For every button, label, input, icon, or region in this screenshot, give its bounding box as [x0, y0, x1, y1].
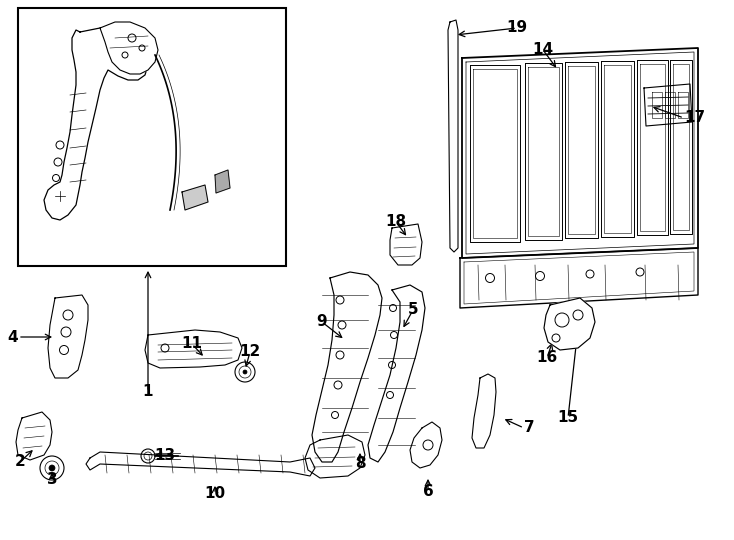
Text: 7: 7	[524, 421, 534, 435]
Polygon shape	[215, 170, 230, 193]
Text: 4: 4	[7, 329, 18, 345]
Polygon shape	[448, 20, 458, 252]
Text: 13: 13	[154, 448, 175, 462]
Text: 2: 2	[15, 455, 26, 469]
Polygon shape	[644, 84, 692, 126]
Text: 17: 17	[684, 111, 705, 125]
Polygon shape	[410, 422, 442, 468]
Polygon shape	[48, 295, 88, 378]
Text: 19: 19	[506, 21, 528, 36]
Polygon shape	[368, 285, 425, 462]
Polygon shape	[16, 412, 52, 460]
Text: 8: 8	[355, 456, 366, 471]
Text: 5: 5	[407, 302, 418, 318]
Polygon shape	[305, 435, 365, 478]
Polygon shape	[390, 224, 422, 265]
Polygon shape	[472, 374, 496, 448]
Circle shape	[40, 456, 64, 480]
Text: 9: 9	[316, 314, 327, 329]
Circle shape	[243, 370, 247, 374]
Text: 10: 10	[205, 487, 225, 502]
Polygon shape	[312, 272, 382, 462]
Bar	[18, 8, 286, 266]
Polygon shape	[86, 452, 315, 476]
Text: 12: 12	[239, 345, 261, 360]
Text: 6: 6	[423, 484, 433, 500]
Circle shape	[141, 449, 155, 463]
Circle shape	[49, 465, 55, 471]
Circle shape	[235, 362, 255, 382]
Polygon shape	[460, 248, 698, 308]
Text: 1: 1	[142, 384, 153, 400]
Polygon shape	[544, 298, 595, 350]
Text: 11: 11	[181, 336, 203, 352]
Text: 14: 14	[532, 43, 553, 57]
Polygon shape	[44, 28, 148, 220]
Text: 15: 15	[557, 410, 578, 426]
Polygon shape	[100, 22, 158, 74]
Text: 16: 16	[537, 350, 558, 366]
Text: 3: 3	[47, 472, 57, 488]
Polygon shape	[182, 185, 208, 210]
Polygon shape	[145, 330, 242, 368]
Text: 18: 18	[385, 214, 407, 230]
Polygon shape	[462, 48, 698, 258]
